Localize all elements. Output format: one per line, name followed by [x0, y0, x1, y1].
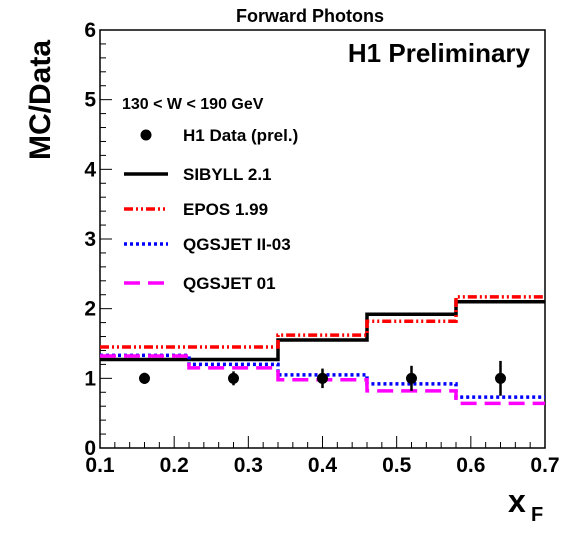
data-point [406, 372, 417, 384]
y-tick-label: 3 [84, 228, 96, 251]
legend-label: QGSJET II-03 [183, 235, 291, 254]
x-tick-label: 0.2 [160, 454, 189, 477]
x-tick-label: 0.3 [234, 454, 263, 477]
y-tick-label: 1 [84, 367, 96, 390]
data-point [139, 372, 150, 384]
y-tick-label: 0 [84, 437, 96, 460]
x-tick-label: 0.1 [85, 454, 115, 477]
y-tick-label: 4 [84, 158, 96, 181]
x-tick-label: 0.7 [530, 454, 559, 477]
h1-preliminary-label: H1 Preliminary [348, 38, 531, 68]
y-axis-label: MC/Data [24, 40, 57, 160]
cut-label: 130 < W < 190 GeV [122, 96, 264, 113]
legend-label: EPOS 1.99 [183, 200, 268, 219]
x-tick-label: 0.5 [382, 454, 412, 477]
legend-label: QGSJET 01 [183, 274, 276, 293]
series-line [100, 295, 545, 349]
chart-title: Forward Photons [236, 6, 384, 26]
x-tick-label: 0.4 [308, 454, 338, 477]
series-line [100, 299, 545, 362]
data-points [139, 360, 506, 396]
legend-label: SIBYLL 2.1 [183, 165, 272, 184]
x-axis-label: x F [508, 483, 543, 526]
y-tick-label: 6 [84, 19, 96, 42]
y-tick-label: 5 [84, 89, 96, 112]
legend: H1 Data (prel.) SIBYLL 2.1 EPOS 1.99 QGSJET… [124, 126, 298, 293]
x-axis-label-main: x [508, 483, 526, 519]
axis-ticks [99, 29, 546, 449]
legend-label: H1 Data (prel.) [183, 126, 298, 145]
x-tick-label: 0.6 [456, 454, 485, 477]
y-tick-labels: 0 1 2 3 4 5 6 [84, 19, 96, 460]
x-tick-labels: 0.1 0.2 0.3 0.4 0.5 0.6 0.7 [85, 454, 559, 477]
data-point [495, 372, 506, 384]
legend-marker [140, 129, 152, 141]
x-axis-label-subscript: F [531, 504, 543, 526]
y-tick-label: 2 [84, 298, 96, 321]
data-point [228, 372, 239, 384]
data-point [317, 372, 328, 384]
